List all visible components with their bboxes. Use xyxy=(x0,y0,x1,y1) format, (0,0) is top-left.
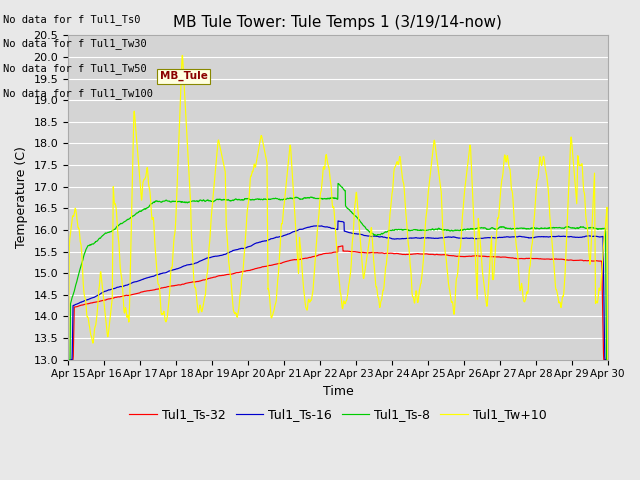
Tul1_Ts-8 xyxy=(365,229,373,235)
Text: No data for f Tul1_Tw50: No data for f Tul1_Tw50 xyxy=(3,63,147,74)
Tul1_Tw+10 xyxy=(572,182,579,188)
X-axis label: Time: Time xyxy=(323,385,353,398)
Tul1_Ts-32 xyxy=(556,256,564,262)
Tul1_Ts-8 xyxy=(334,180,342,186)
Tul1_Ts-32 xyxy=(214,273,222,279)
Tul1_Tw+10 xyxy=(354,202,362,208)
Tul1_Ts-16 xyxy=(572,234,579,240)
Tul1_Ts-32 xyxy=(365,250,373,255)
Tul1_Ts-16 xyxy=(604,357,612,362)
Tul1_Tw+10 xyxy=(215,138,223,144)
Tul1_Ts-32 xyxy=(495,254,502,260)
Line: Tul1_Ts-16: Tul1_Ts-16 xyxy=(68,221,608,360)
Tul1_Ts-16 xyxy=(495,235,502,240)
Text: No data for f Tul1_Tw30: No data for f Tul1_Tw30 xyxy=(3,38,147,49)
Tul1_Ts-32 xyxy=(572,258,579,264)
Tul1_Ts-16 xyxy=(556,234,564,240)
Title: MB Tule Tower: Tule Temps 1 (3/19/14-now): MB Tule Tower: Tule Temps 1 (3/19/14-now… xyxy=(173,15,502,30)
Tul1_Ts-16 xyxy=(214,253,222,259)
Tul1_Ts-8 xyxy=(214,197,222,203)
Text: No data for f Tul1_Ts0: No data for f Tul1_Ts0 xyxy=(3,13,141,24)
Tul1_Tw+10 xyxy=(556,300,564,305)
Tul1_Tw+10 xyxy=(495,213,502,218)
Tul1_Ts-8 xyxy=(604,357,612,362)
Tul1_Tw+10 xyxy=(604,357,612,362)
Tul1_Ts-8 xyxy=(354,215,362,221)
Tul1_Ts-16 xyxy=(354,231,362,237)
Tul1_Ts-32 xyxy=(64,357,72,362)
Tul1_Tw+10 xyxy=(64,357,72,362)
Line: Tul1_Tw+10: Tul1_Tw+10 xyxy=(68,55,608,360)
Tul1_Ts-8 xyxy=(495,225,502,231)
Tul1_Ts-8 xyxy=(64,357,72,362)
Line: Tul1_Ts-32: Tul1_Ts-32 xyxy=(68,246,608,360)
Tul1_Ts-32 xyxy=(604,357,612,362)
Tul1_Ts-32 xyxy=(354,249,362,255)
Text: MB_Tule: MB_Tule xyxy=(160,71,207,82)
Tul1_Ts-8 xyxy=(556,225,564,230)
Tul1_Ts-16 xyxy=(64,357,72,362)
Legend: Tul1_Ts-32, Tul1_Ts-16, Tul1_Ts-8, Tul1_Tw+10: Tul1_Ts-32, Tul1_Ts-16, Tul1_Ts-8, Tul1_… xyxy=(124,403,552,426)
Tul1_Ts-8 xyxy=(572,226,579,231)
Tul1_Tw+10 xyxy=(179,52,186,58)
Text: No data for f Tul1_Tw100: No data for f Tul1_Tw100 xyxy=(3,88,153,99)
Y-axis label: Temperature (C): Temperature (C) xyxy=(15,146,28,249)
Line: Tul1_Ts-8: Tul1_Ts-8 xyxy=(68,183,608,360)
Tul1_Ts-16 xyxy=(365,233,373,239)
Tul1_Ts-16 xyxy=(334,218,342,224)
Tul1_Ts-32 xyxy=(339,243,347,249)
Tul1_Tw+10 xyxy=(365,238,373,244)
